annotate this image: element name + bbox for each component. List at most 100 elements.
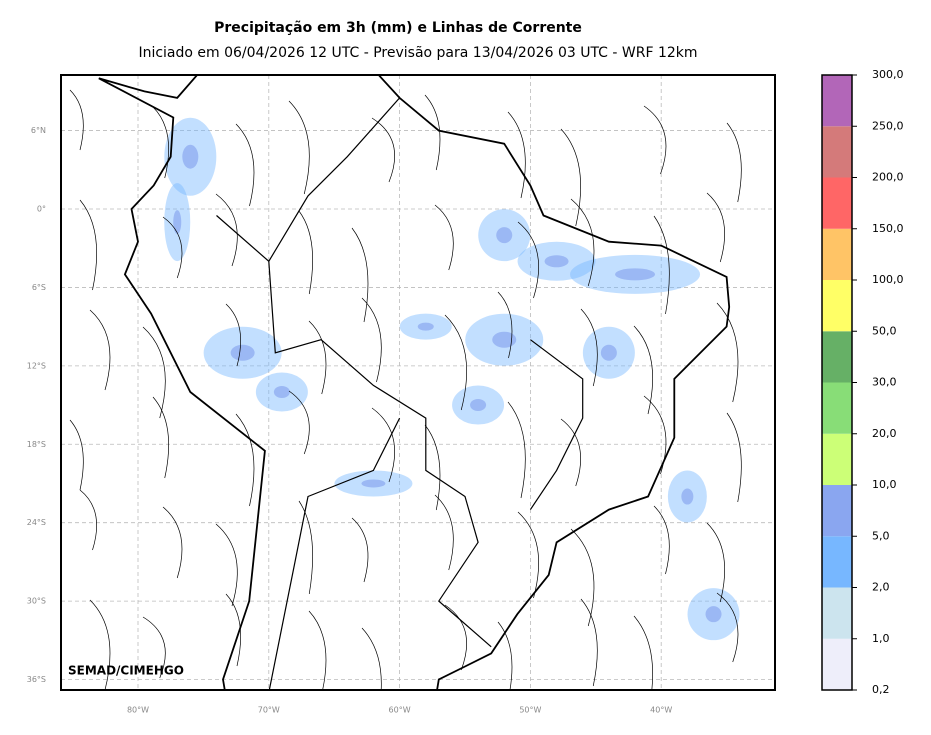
streamline	[497, 291, 513, 359]
precip-core	[496, 227, 513, 244]
lat-label: 36°S	[27, 675, 46, 684]
lat-label: 6°N	[31, 126, 46, 135]
streamline	[69, 89, 84, 151]
streamline	[507, 401, 526, 499]
map-area	[61, 75, 775, 690]
colorbar-segment	[822, 382, 852, 434]
streamline	[89, 309, 111, 391]
streamline	[434, 204, 454, 271]
streamline	[560, 128, 581, 227]
streamline	[69, 419, 84, 491]
colorbar-label: 30,0	[872, 376, 897, 389]
precip-core	[273, 385, 290, 398]
streamline	[633, 325, 653, 415]
lat-label: 18°S	[27, 440, 46, 449]
colorbar-segment	[822, 536, 852, 588]
precip-core	[470, 399, 487, 412]
colorbar-label: 0,2	[872, 683, 890, 696]
colorbar-label: 20,0	[872, 427, 897, 440]
colorbar-label: 2,0	[872, 581, 890, 594]
streamline	[424, 424, 441, 511]
border	[216, 215, 492, 648]
precip-core	[705, 606, 722, 623]
streamline	[215, 193, 238, 267]
streamline	[643, 395, 667, 475]
streamline	[444, 314, 467, 411]
border	[529, 339, 584, 510]
lat-label: 30°S	[27, 597, 46, 606]
streamline	[497, 621, 513, 690]
credit: SEMAD/CIMEHGO	[68, 664, 184, 678]
streamline	[653, 505, 670, 575]
streamline	[308, 320, 327, 395]
streamline	[142, 616, 166, 679]
precip-core	[417, 322, 434, 331]
colorbar-segment	[822, 433, 852, 485]
streamline	[570, 528, 595, 627]
streamline	[235, 123, 255, 207]
colorbar-segment	[822, 228, 852, 280]
streamline	[653, 215, 670, 315]
streamline	[351, 227, 369, 323]
precip-core	[544, 255, 569, 268]
colorbar-segment	[822, 485, 852, 537]
streamline	[162, 216, 183, 279]
streamline	[444, 604, 468, 671]
streamline	[215, 523, 238, 607]
precip-core	[681, 488, 694, 505]
precip-core	[173, 210, 182, 235]
lat-label: 12°S	[27, 361, 46, 370]
precip-core	[615, 268, 656, 281]
colorbar-segment	[822, 587, 852, 639]
streamline	[361, 297, 382, 383]
colorbar-segment	[822, 331, 852, 383]
colorbar: 0,2 1,0 2,0 5,0 10,0 20,0 30,0 50,0 100,0 150,0 20…	[821, 68, 904, 696]
streamline	[517, 511, 539, 599]
colorbar-segment	[822, 280, 852, 332]
streamline	[351, 517, 369, 583]
streamline	[288, 100, 310, 195]
subtitle: Iniciado em 06/04/2026 12 UTC - Previsão…	[138, 45, 697, 61]
border	[268, 97, 401, 262]
streamline	[79, 199, 97, 291]
lat-label: 24°S	[27, 518, 46, 527]
precip-core	[182, 144, 199, 169]
lon-label: 50°W	[519, 706, 541, 715]
streamline	[633, 615, 653, 690]
lat-label: 6°S	[32, 283, 46, 292]
streamline	[152, 106, 170, 179]
streamline	[308, 610, 327, 690]
streamline	[706, 192, 726, 263]
streamline	[298, 210, 313, 295]
streamline	[298, 500, 313, 595]
precip-core	[492, 331, 517, 348]
precip-core	[600, 344, 617, 361]
streamline	[580, 308, 598, 387]
colorbar-label: 10,0	[872, 478, 897, 491]
streamline	[716, 302, 739, 403]
streamline	[162, 506, 183, 579]
colorbar-label: 1,0	[872, 632, 890, 645]
colorbar-label: 100,0	[872, 273, 904, 286]
colorbar-label: 250,0	[872, 119, 904, 132]
streamline	[716, 592, 739, 663]
colorbar-segment	[822, 75, 852, 127]
streamline	[560, 418, 582, 487]
precip-core	[230, 344, 255, 361]
streamline	[371, 407, 395, 483]
border	[268, 417, 401, 690]
colorbar-segment	[822, 638, 852, 690]
streamline	[361, 627, 382, 690]
streamline	[507, 111, 526, 199]
streamline	[517, 221, 539, 299]
lon-label: 80°W	[127, 706, 149, 715]
streamline	[235, 413, 255, 507]
colorbar-label: 200,0	[872, 171, 904, 184]
colorbar-label: 150,0	[872, 222, 904, 235]
colorbar-segment	[822, 126, 852, 178]
streamline	[580, 598, 598, 687]
colorbar-label: 300,0	[872, 68, 904, 81]
title: Precipitação em 3h (mm) e Linhas de Corr…	[214, 20, 582, 36]
streamline	[706, 522, 725, 603]
